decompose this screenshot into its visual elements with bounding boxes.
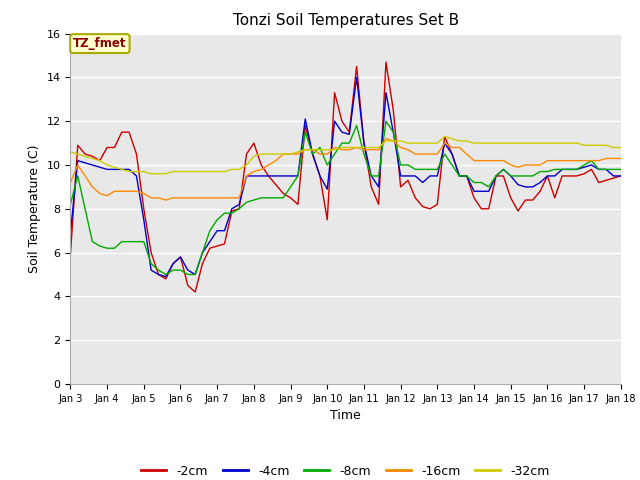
Text: TZ_fmet: TZ_fmet [73, 37, 127, 50]
Y-axis label: Soil Temperature (C): Soil Temperature (C) [28, 144, 41, 273]
Title: Tonzi Soil Temperatures Set B: Tonzi Soil Temperatures Set B [232, 13, 459, 28]
Legend: -2cm, -4cm, -8cm, -16cm, -32cm: -2cm, -4cm, -8cm, -16cm, -32cm [136, 460, 555, 480]
X-axis label: Time: Time [330, 409, 361, 422]
